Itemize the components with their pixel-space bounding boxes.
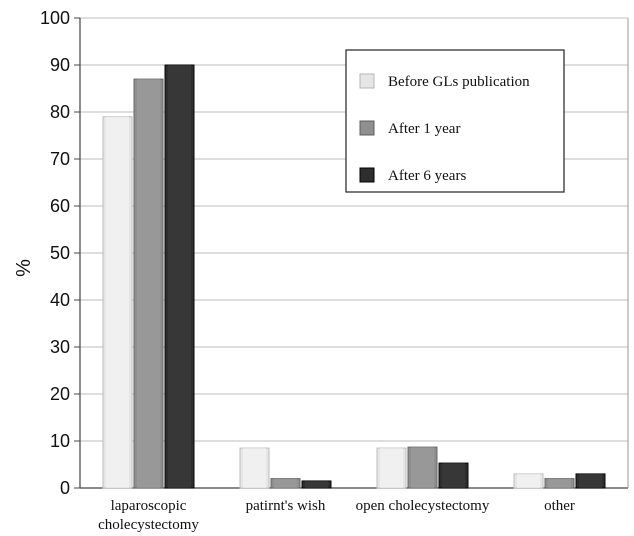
bar-highlight — [411, 447, 434, 488]
y-tick-label: 60 — [50, 196, 70, 216]
bar — [407, 446, 438, 489]
bar — [544, 478, 575, 489]
legend: Before GLs publication After 1 year After … — [345, 49, 565, 193]
bar — [513, 473, 544, 489]
x-category-label: other — [544, 498, 575, 514]
bar-highlight — [442, 463, 465, 488]
y-tick-label: 70 — [50, 149, 70, 169]
legend-swatch — [359, 120, 375, 136]
bar — [133, 78, 164, 489]
y-tick-label: 20 — [50, 384, 70, 404]
labels: 0 10 20 30 40 50 60 70 80 90 100 laparoscopic cholec… — [40, 8, 575, 533]
y-tick-label: 0 — [60, 478, 70, 498]
y-tick-label: 30 — [50, 337, 70, 357]
legend-label: After 1 year — [388, 121, 460, 137]
bar-highlight — [305, 480, 328, 488]
y-tick-label: 10 — [50, 431, 70, 451]
bar — [239, 447, 270, 489]
bar-highlight — [137, 79, 160, 488]
x-category-label: open cholecystectomy — [356, 498, 490, 514]
x-category-label: patirnt's wish — [246, 498, 326, 514]
bars — [102, 64, 606, 489]
x-category-label: laparoscopic — [111, 498, 187, 514]
bar-highlight — [380, 448, 403, 488]
y-tick-label: 90 — [50, 55, 70, 75]
legend-swatch — [359, 167, 375, 183]
bar-highlight — [579, 473, 602, 488]
legend-swatch — [359, 73, 375, 89]
bar-highlight — [548, 478, 571, 488]
legend-label: Before GLs publication — [388, 74, 530, 90]
bar-highlight — [168, 65, 191, 488]
y-tick-label: 100 — [40, 8, 70, 28]
bar-highlight — [243, 448, 266, 488]
bar — [438, 462, 469, 489]
bar — [102, 116, 133, 489]
legend-label: After 6 years — [388, 168, 466, 184]
y-tick-label: 50 — [50, 243, 70, 263]
bar — [301, 480, 332, 489]
y-tick-label: 40 — [50, 290, 70, 310]
bar-highlight — [517, 473, 540, 488]
bar-highlight — [274, 478, 297, 488]
bar-highlight — [106, 116, 129, 488]
y-axis-label: % — [13, 259, 35, 277]
x-category-label: cholecystectomy — [98, 517, 199, 533]
bar — [575, 473, 606, 489]
bar — [270, 478, 301, 489]
y-tick-label: 80 — [50, 102, 70, 122]
bar — [376, 447, 407, 489]
legend-box — [345, 49, 565, 193]
bar — [164, 64, 195, 489]
